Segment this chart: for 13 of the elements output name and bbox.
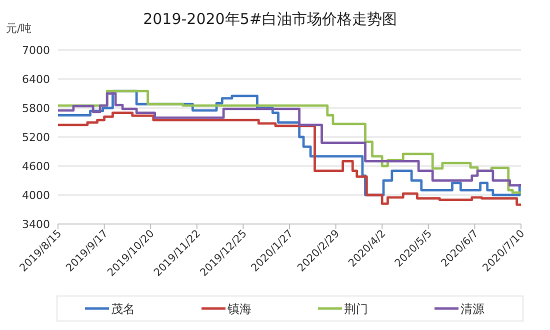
y-tick-label: 5200 — [22, 131, 50, 144]
y-tick-label: 4600 — [22, 160, 50, 173]
chart-title: 2019-2020年5#白油市场价格走势图 — [143, 10, 397, 28]
y-axis-title: 元/吨 — [6, 22, 32, 35]
y-tick-label: 4000 — [22, 189, 50, 202]
y-tick-label: 5800 — [22, 102, 50, 115]
legend-label: 荆门 — [344, 302, 368, 316]
legend-label: 镇海 — [226, 302, 252, 316]
legend-label: 茂名 — [111, 302, 135, 316]
legend-label: 清源 — [460, 302, 484, 316]
y-tick-label: 6400 — [22, 73, 50, 86]
y-tick-label: 7000 — [22, 44, 50, 57]
y-tick-label: 3400 — [22, 218, 50, 231]
